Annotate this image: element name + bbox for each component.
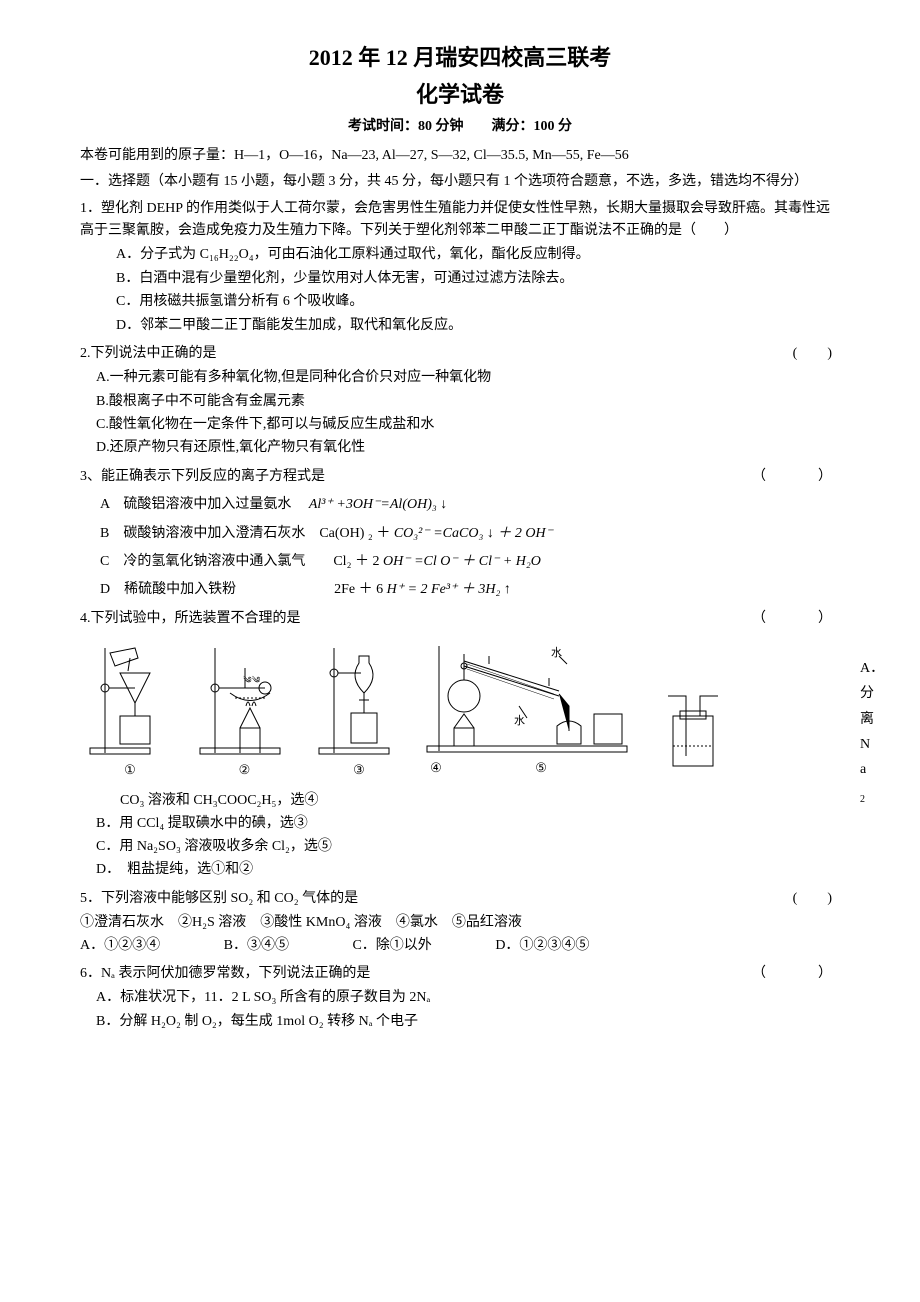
q6-stem-text: 6．Nₐ 表示阿伏加德罗常数，下列说法正确的是 <box>80 966 370 981</box>
fig-label-3: ③ <box>309 760 409 781</box>
question-1: 1．塑化剂 DEHP 的作用类似于人工荷尔蒙，会危害男性生殖能力并促使女性性早熟… <box>80 198 840 337</box>
page-subtitle: 化学试卷 <box>80 77 840 112</box>
fig-label-2: ② <box>190 760 300 781</box>
q2-opt-a: A.一种元素可能有多种氧化物,但是同种化合价只对应一种氧化物 <box>80 367 840 389</box>
q3-d-eq: H⁺ = 2 Fe³⁺ ＋ 3H₂ ↑ <box>387 582 511 597</box>
answer-paren: ( ) <box>793 343 840 365</box>
question-2: 2.下列说法中正确的是 ( ) A.一种元素可能有多种氧化物,但是同种化合价只对… <box>80 343 840 460</box>
q2-opt-c: C.酸性氧化物在一定条件下,都可以与碱反应生成盐和水 <box>80 414 840 436</box>
q4-stem: 4.下列试验中，所选装置不合理的是 （ ） <box>80 608 840 630</box>
apparatus-4: 水 水 ④ ⑤ <box>419 636 649 780</box>
q2-opt-b: B.酸根离子中不可能含有金属元素 <box>80 391 840 413</box>
question-6: 6．Nₐ 表示阿伏加德罗常数，下列说法正确的是 （ ） A．标准状况下，11．2… <box>80 963 840 1033</box>
question-5: 5．下列溶液中能够区别 SO₂ 和 CO₂ 气体的是 ( ) ①澄清石灰水 ②H… <box>80 888 840 957</box>
q1-opt-d: D．邻苯二甲酸二正丁酯能发生加成，取代和氧化反应。 <box>80 315 840 337</box>
apparatus-row: ① ༄༄ ② <box>80 636 840 786</box>
fig-label-5: ⑤ <box>535 758 547 779</box>
q3-c-eq: OH⁻ =Cl O⁻ ＋ Cl⁻ + H₂O <box>383 554 541 569</box>
q2-opt-d: D.还原产物只有还原性,氧化产物只有氧化性 <box>80 437 840 459</box>
q4-cont: CO₃ 溶液和 CH₃COOC₂H₅，选④ <box>80 790 840 812</box>
q5-items: ①澄清石灰水 ②H₂S 溶液 ③酸性 KMnO₄ 溶液 ④氯水 ⑤品红溶液 <box>80 912 840 934</box>
q5-stem-text: 5．下列溶液中能够区别 SO₂ 和 CO₂ 气体的是 <box>80 891 358 906</box>
q3-c-pre: C 冷的氢氧化钠溶液中通入氯气 Cl₂ ＋ 2 <box>100 554 379 569</box>
apparatus-1-svg <box>80 638 180 758</box>
section-heading: 一．选择题（本小题有 15 小题，每小题 3 分，共 45 分，每小题只有 1 … <box>80 171 840 193</box>
answer-paren: （ ） <box>752 963 840 985</box>
q2-stem-text: 2.下列说法中正确的是 <box>80 346 217 361</box>
apparatus-3-svg <box>309 638 409 758</box>
q6-opt-b: B．分解 H₂O₂ 制 O₂，每生成 1mol O₂ 转移 Nₐ 个电子 <box>80 1011 840 1033</box>
apparatus-1: ① <box>80 638 180 781</box>
exam-info: 考试时间：80 分钟 满分：100 分 <box>80 116 840 138</box>
q3-stem-text: 3、能正确表示下列反应的离子方程式是 <box>80 469 325 484</box>
q3-stem: 3、能正确表示下列反应的离子方程式是 （ ） <box>80 466 840 488</box>
q4-stem-text: 4.下列试验中，所选装置不合理的是 <box>80 611 301 626</box>
q2-stem: 2.下列说法中正确的是 ( ) <box>80 343 840 365</box>
svg-text:༄༄: ༄༄ <box>243 675 261 685</box>
apparatus-5-svg <box>658 661 728 781</box>
q4-opt-b: B．用 CCl₄ 提取碘水中的碘，选③ <box>80 813 840 835</box>
q5-opt-d: D．①②③④⑤ <box>495 935 589 957</box>
q4-opt-c: C．用 Na₂SO₃ 溶液吸收多余 Cl₂，选⑤ <box>80 836 840 858</box>
q1-opt-b: B．白酒中混有少量塑化剂，少量饮用对人体无害，可通过过滤方法除去。 <box>80 268 840 290</box>
q4-opt-d: D． 粗盐提纯，选①和② <box>80 859 840 881</box>
q3-a-pre: A 硫酸铝溶液中加入过量氨水 <box>100 497 305 512</box>
fig-label-1: ① <box>80 760 180 781</box>
atomic-masses: 本卷可能用到的原子量：H—1，O—16，Na—23, Al—27, S—32, … <box>80 145 840 167</box>
q3-opt-a: A 硫酸铝溶液中加入过量氨水 Al³⁺ +3OH⁻=Al(OH)₃ ↓ <box>80 494 840 516</box>
apparatus-4-svg: 水 水 <box>419 636 649 756</box>
q3-opt-b: B 碳酸钠溶液中加入澄清石灰水 Ca(OH) ₂ ＋ CO₃²⁻ =CaCO₃ … <box>80 523 840 545</box>
svg-text:水: 水 <box>514 714 525 727</box>
q3-b-pre: B 碳酸钠溶液中加入澄清石灰水 Ca(OH) ₂ ＋ <box>100 526 390 541</box>
q1-opt-a: A．分子式为 C₁₆H₂₂O₄，可由石油化工原料通过取代，氧化，酯化反应制得。 <box>80 244 840 266</box>
q6-stem: 6．Nₐ 表示阿伏加德罗常数，下列说法正确的是 （ ） <box>80 963 840 985</box>
q5-stem: 5．下列溶液中能够区别 SO₂ 和 CO₂ 气体的是 ( ) <box>80 888 840 910</box>
apparatus-5 <box>658 661 728 781</box>
answer-paren: ( ) <box>793 888 840 910</box>
q3-d-pre: D 稀硫酸中加入铁粉 2Fe ＋ 6 <box>100 582 383 597</box>
question-3: 3、能正确表示下列反应的离子方程式是 （ ） A 硫酸铝溶液中加入过量氨水 Al… <box>80 466 840 602</box>
q1-opt-c: C．用核磁共振氢谱分析有 6 个吸收峰。 <box>80 291 840 313</box>
q3-b-eq: CO₃²⁻ =CaCO₃ ↓ ＋ 2 OH⁻ <box>394 526 553 541</box>
answer-paren: （ ） <box>752 608 840 630</box>
q3-a-eq: Al³⁺ +3OH⁻=Al(OH)₃ ↓ <box>309 497 447 512</box>
apparatus-2-svg: ༄༄ <box>190 638 300 758</box>
apparatus-3: ③ <box>309 638 409 781</box>
q1-stem: 1．塑化剂 DEHP 的作用类似于人工荷尔蒙，会危害男性生殖能力并促使女性性早熟… <box>80 198 840 243</box>
answer-paren: （ ） <box>752 466 840 488</box>
q4-opt-a-side: A． 分离Na2 <box>860 656 900 809</box>
page-title: 2012 年 12 月瑞安四校高三联考 <box>80 40 840 75</box>
q6-opt-a: A．标准状况下，11．2 L SO₃ 所含有的原子数目为 2Nₐ <box>80 987 840 1009</box>
fig-label-4: ④ <box>430 758 442 779</box>
question-4: 4.下列试验中，所选装置不合理的是 （ ） ① <box>80 608 840 882</box>
q3-opt-d: D 稀硫酸中加入铁粉 2Fe ＋ 6 H⁺ = 2 Fe³⁺ ＋ 3H₂ ↑ <box>80 579 840 601</box>
q3-opt-c: C 冷的氢氧化钠溶液中通入氯气 Cl₂ ＋ 2 OH⁻ =Cl O⁻ ＋ Cl⁻… <box>80 551 840 573</box>
apparatus-2: ༄༄ ② <box>190 638 300 781</box>
q5-opt-a: A．①②③④ <box>80 935 160 957</box>
q5-opt-c: C．除①以外 <box>352 935 431 957</box>
q5-opt-b: B．③④⑤ <box>224 935 289 957</box>
q5-options: A．①②③④ B．③④⑤ C．除①以外 D．①②③④⑤ <box>80 935 840 957</box>
